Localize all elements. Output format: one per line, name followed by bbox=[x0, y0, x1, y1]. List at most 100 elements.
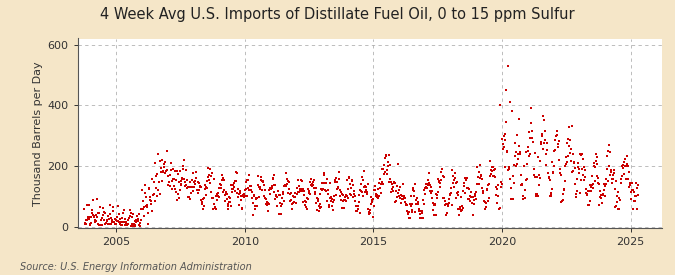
Point bbox=[481, 201, 491, 205]
Point bbox=[335, 197, 346, 202]
Point bbox=[450, 176, 460, 180]
Point bbox=[120, 221, 131, 226]
Point bbox=[160, 169, 171, 174]
Point bbox=[196, 185, 207, 189]
Point bbox=[211, 206, 221, 211]
Point bbox=[289, 194, 300, 199]
Point bbox=[355, 189, 366, 193]
Point bbox=[136, 188, 147, 192]
Point bbox=[379, 172, 389, 176]
Point bbox=[238, 194, 249, 199]
Point bbox=[316, 205, 327, 209]
Point bbox=[273, 189, 284, 193]
Point bbox=[349, 199, 360, 203]
Point bbox=[358, 168, 369, 173]
Point bbox=[198, 196, 209, 201]
Point bbox=[561, 162, 572, 166]
Point bbox=[475, 176, 485, 180]
Point bbox=[433, 180, 444, 185]
Point bbox=[323, 205, 334, 209]
Point bbox=[597, 201, 608, 205]
Point bbox=[292, 186, 302, 190]
Point bbox=[573, 161, 584, 165]
Point bbox=[459, 181, 470, 185]
Point bbox=[257, 179, 268, 183]
Point bbox=[392, 162, 403, 166]
Point bbox=[588, 186, 599, 191]
Point bbox=[299, 202, 310, 207]
Point bbox=[332, 186, 343, 191]
Point bbox=[115, 217, 126, 221]
Point bbox=[444, 192, 455, 197]
Point bbox=[270, 197, 281, 201]
Point bbox=[531, 191, 541, 196]
Point bbox=[606, 170, 617, 175]
Point bbox=[252, 183, 263, 187]
Point bbox=[630, 181, 641, 186]
Point bbox=[581, 191, 592, 196]
Point bbox=[202, 175, 213, 179]
Point bbox=[400, 202, 411, 207]
Point bbox=[540, 152, 551, 156]
Text: 4 Week Avg U.S. Imports of Distillate Fuel Oil, 0 to 15 ppm Sulfur: 4 Week Avg U.S. Imports of Distillate Fu… bbox=[100, 7, 575, 22]
Point bbox=[507, 197, 518, 202]
Point bbox=[305, 182, 316, 187]
Point bbox=[554, 158, 564, 163]
Point bbox=[510, 141, 521, 145]
Point bbox=[235, 191, 246, 195]
Point bbox=[525, 121, 536, 125]
Point bbox=[462, 197, 473, 201]
Point bbox=[562, 136, 573, 141]
Point bbox=[223, 200, 234, 204]
Point bbox=[157, 158, 167, 163]
Point bbox=[375, 177, 385, 181]
Point bbox=[94, 223, 105, 227]
Point bbox=[264, 201, 275, 206]
Point bbox=[186, 184, 197, 189]
Point bbox=[564, 124, 574, 129]
Point bbox=[612, 194, 622, 198]
Point bbox=[426, 185, 437, 189]
Point bbox=[218, 188, 229, 192]
Point bbox=[597, 201, 608, 205]
Point bbox=[145, 199, 156, 203]
Point bbox=[134, 211, 145, 216]
Point bbox=[538, 147, 549, 152]
Point bbox=[339, 205, 350, 210]
Point bbox=[576, 152, 587, 156]
Text: Source: U.S. Energy Information Administration: Source: U.S. Energy Information Administ… bbox=[20, 262, 252, 272]
Point bbox=[306, 182, 317, 187]
Point bbox=[276, 212, 287, 216]
Point bbox=[324, 203, 335, 207]
Point bbox=[115, 220, 126, 224]
Point bbox=[92, 197, 103, 202]
Point bbox=[591, 162, 602, 166]
Point bbox=[115, 222, 126, 227]
Point bbox=[340, 195, 350, 199]
Point bbox=[586, 183, 597, 188]
Point bbox=[451, 191, 462, 196]
Point bbox=[425, 191, 436, 195]
Point bbox=[614, 198, 625, 203]
Point bbox=[548, 170, 559, 174]
Point bbox=[512, 162, 522, 166]
Point bbox=[250, 206, 261, 211]
Point bbox=[377, 167, 387, 172]
Point bbox=[256, 188, 267, 192]
Point bbox=[462, 186, 472, 190]
Point bbox=[373, 194, 384, 198]
Point bbox=[616, 180, 626, 185]
Point bbox=[371, 192, 382, 197]
Point bbox=[199, 204, 210, 208]
Point bbox=[161, 168, 171, 173]
Point bbox=[605, 173, 616, 178]
Point bbox=[110, 222, 121, 226]
Point bbox=[178, 167, 189, 172]
Point bbox=[492, 194, 503, 199]
Point bbox=[122, 222, 132, 226]
Point bbox=[455, 207, 466, 211]
Point bbox=[190, 178, 200, 183]
Point bbox=[393, 190, 404, 195]
Point bbox=[132, 219, 143, 224]
Point bbox=[354, 188, 365, 192]
